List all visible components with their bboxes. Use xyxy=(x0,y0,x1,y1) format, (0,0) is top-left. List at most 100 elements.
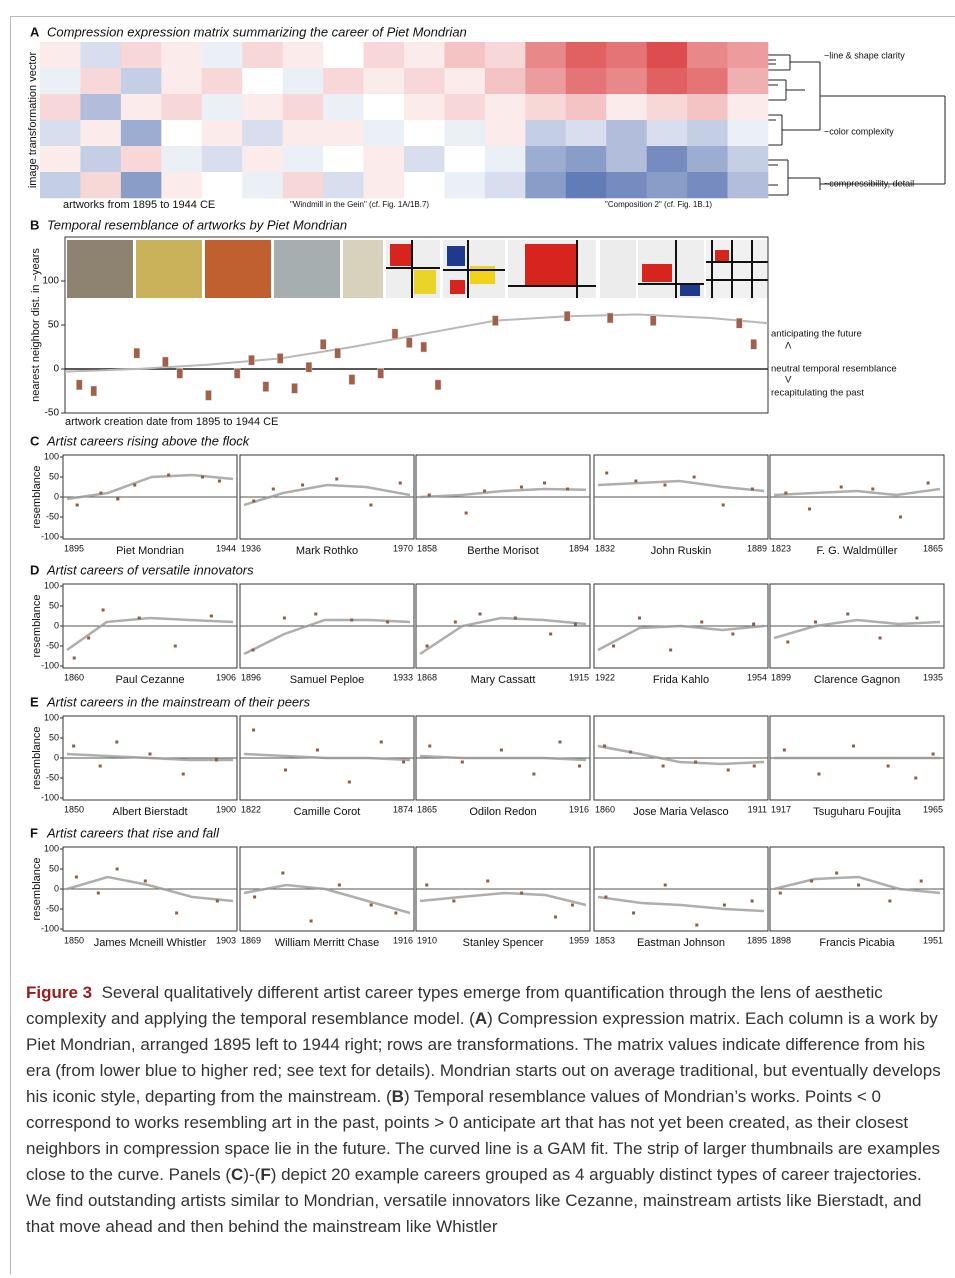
matrix-cell xyxy=(161,42,202,68)
gam-fit xyxy=(420,756,586,760)
matrix-cell xyxy=(566,172,607,198)
artwork-point xyxy=(301,484,304,487)
artwork-point xyxy=(97,892,100,895)
artwork-point xyxy=(435,380,441,390)
matrix-cell xyxy=(647,68,688,94)
matrix-cell xyxy=(687,42,728,68)
matrix-cell xyxy=(80,68,121,94)
artwork-point xyxy=(175,912,178,915)
artwork-point xyxy=(252,729,255,732)
y-tick-label: -50 xyxy=(46,640,59,650)
artwork-point xyxy=(281,872,284,875)
x-end-label: 1959 xyxy=(569,935,589,945)
artwork-point xyxy=(722,504,725,507)
gam-fit xyxy=(598,626,764,650)
artwork-point xyxy=(253,896,256,899)
artwork-point xyxy=(727,769,730,772)
matrix-cell xyxy=(121,42,162,68)
matrix-cell xyxy=(121,172,162,198)
artwork-point xyxy=(723,904,726,907)
matrix-cell xyxy=(525,120,566,146)
matrix-cell xyxy=(121,120,162,146)
panel-letter: B xyxy=(30,217,39,232)
x-start-label: 1910 xyxy=(417,935,437,945)
dendrogram xyxy=(768,55,945,195)
artwork-point xyxy=(486,880,489,883)
artwork-point xyxy=(428,494,431,497)
matrix-cell xyxy=(283,172,324,198)
matrix-cell xyxy=(283,94,324,120)
artwork-point xyxy=(461,761,464,764)
side-label: anticipating the future xyxy=(771,329,862,340)
gam-fit xyxy=(598,746,764,764)
matrix-cell xyxy=(161,146,202,172)
matrix-cell xyxy=(283,68,324,94)
gam-fit xyxy=(67,475,233,499)
matrix-cell xyxy=(606,146,647,172)
artwork-point xyxy=(650,316,656,326)
x-end-label: 1954 xyxy=(747,672,767,682)
artwork-point xyxy=(75,876,78,879)
x-end-label: 1916 xyxy=(569,804,589,814)
career-name: Camille Corot xyxy=(294,806,361,818)
panel-title: Temporal resemblance of artworks by Piet… xyxy=(47,217,347,232)
matrix-cell xyxy=(687,146,728,172)
artwork-point xyxy=(840,486,843,489)
artwork-point xyxy=(852,745,855,748)
artwork-point xyxy=(335,478,338,481)
matrix-cell xyxy=(525,146,566,172)
matrix-cell xyxy=(444,146,485,172)
x-start-label: 1936 xyxy=(241,543,261,553)
x-start-label: 1865 xyxy=(417,804,437,814)
artwork-point xyxy=(73,657,76,660)
artwork-point xyxy=(144,880,147,883)
panel-title: Artist careers of versatile innovators xyxy=(46,562,254,577)
artwork-point xyxy=(846,613,849,616)
matrix-cell xyxy=(202,172,243,198)
gam-fit xyxy=(774,877,940,893)
artwork-point xyxy=(234,368,240,378)
matrix-cell xyxy=(647,94,688,120)
matrix-cell xyxy=(404,172,445,198)
x-start-label: 1850 xyxy=(64,935,84,945)
side-label: neutral temporal resemblance xyxy=(771,364,897,375)
matrix-cell xyxy=(404,42,445,68)
x-end-label: 1935 xyxy=(923,672,943,682)
artwork-point xyxy=(479,613,482,616)
matrix-cell xyxy=(566,68,607,94)
gam-fit xyxy=(420,489,586,497)
side-label: recapitulating the past xyxy=(771,388,864,399)
artwork-point xyxy=(350,619,353,622)
artwork-point xyxy=(133,484,136,487)
panel-letter: F xyxy=(30,825,38,840)
artwork-point xyxy=(284,769,287,772)
matrix-cell xyxy=(404,146,445,172)
matrix-cell xyxy=(121,146,162,172)
career-name: Piet Mondrian xyxy=(116,545,184,557)
y-axis-label: image transformation vector xyxy=(27,52,39,189)
artwork-point xyxy=(454,621,457,624)
x-end-label: 1895 xyxy=(747,935,767,945)
artwork-point xyxy=(899,516,902,519)
x-start-label: 1896 xyxy=(241,672,261,682)
y-tick-label: 50 xyxy=(48,320,60,331)
matrix-cell xyxy=(728,94,769,120)
artwork-point xyxy=(779,892,782,895)
matrix-cell xyxy=(242,172,283,198)
artwork-point xyxy=(149,753,152,756)
artwork-point xyxy=(752,623,755,626)
matrix-cell xyxy=(364,42,405,68)
matrix-cell xyxy=(687,120,728,146)
x-end-label: 1915 xyxy=(569,672,589,682)
matrix-cell xyxy=(728,68,769,94)
x-start-label: 1860 xyxy=(595,804,615,814)
panel-title: Artist careers that rise and fall xyxy=(46,825,220,840)
x-end-label: 1916 xyxy=(393,935,413,945)
matrix-cell xyxy=(364,94,405,120)
matrix-cell xyxy=(202,120,243,146)
matrix-cell xyxy=(242,42,283,68)
artwork-point xyxy=(338,884,341,887)
artwork-point xyxy=(932,753,935,756)
artwork-point xyxy=(736,318,742,328)
x-start-label: 1853 xyxy=(595,935,615,945)
